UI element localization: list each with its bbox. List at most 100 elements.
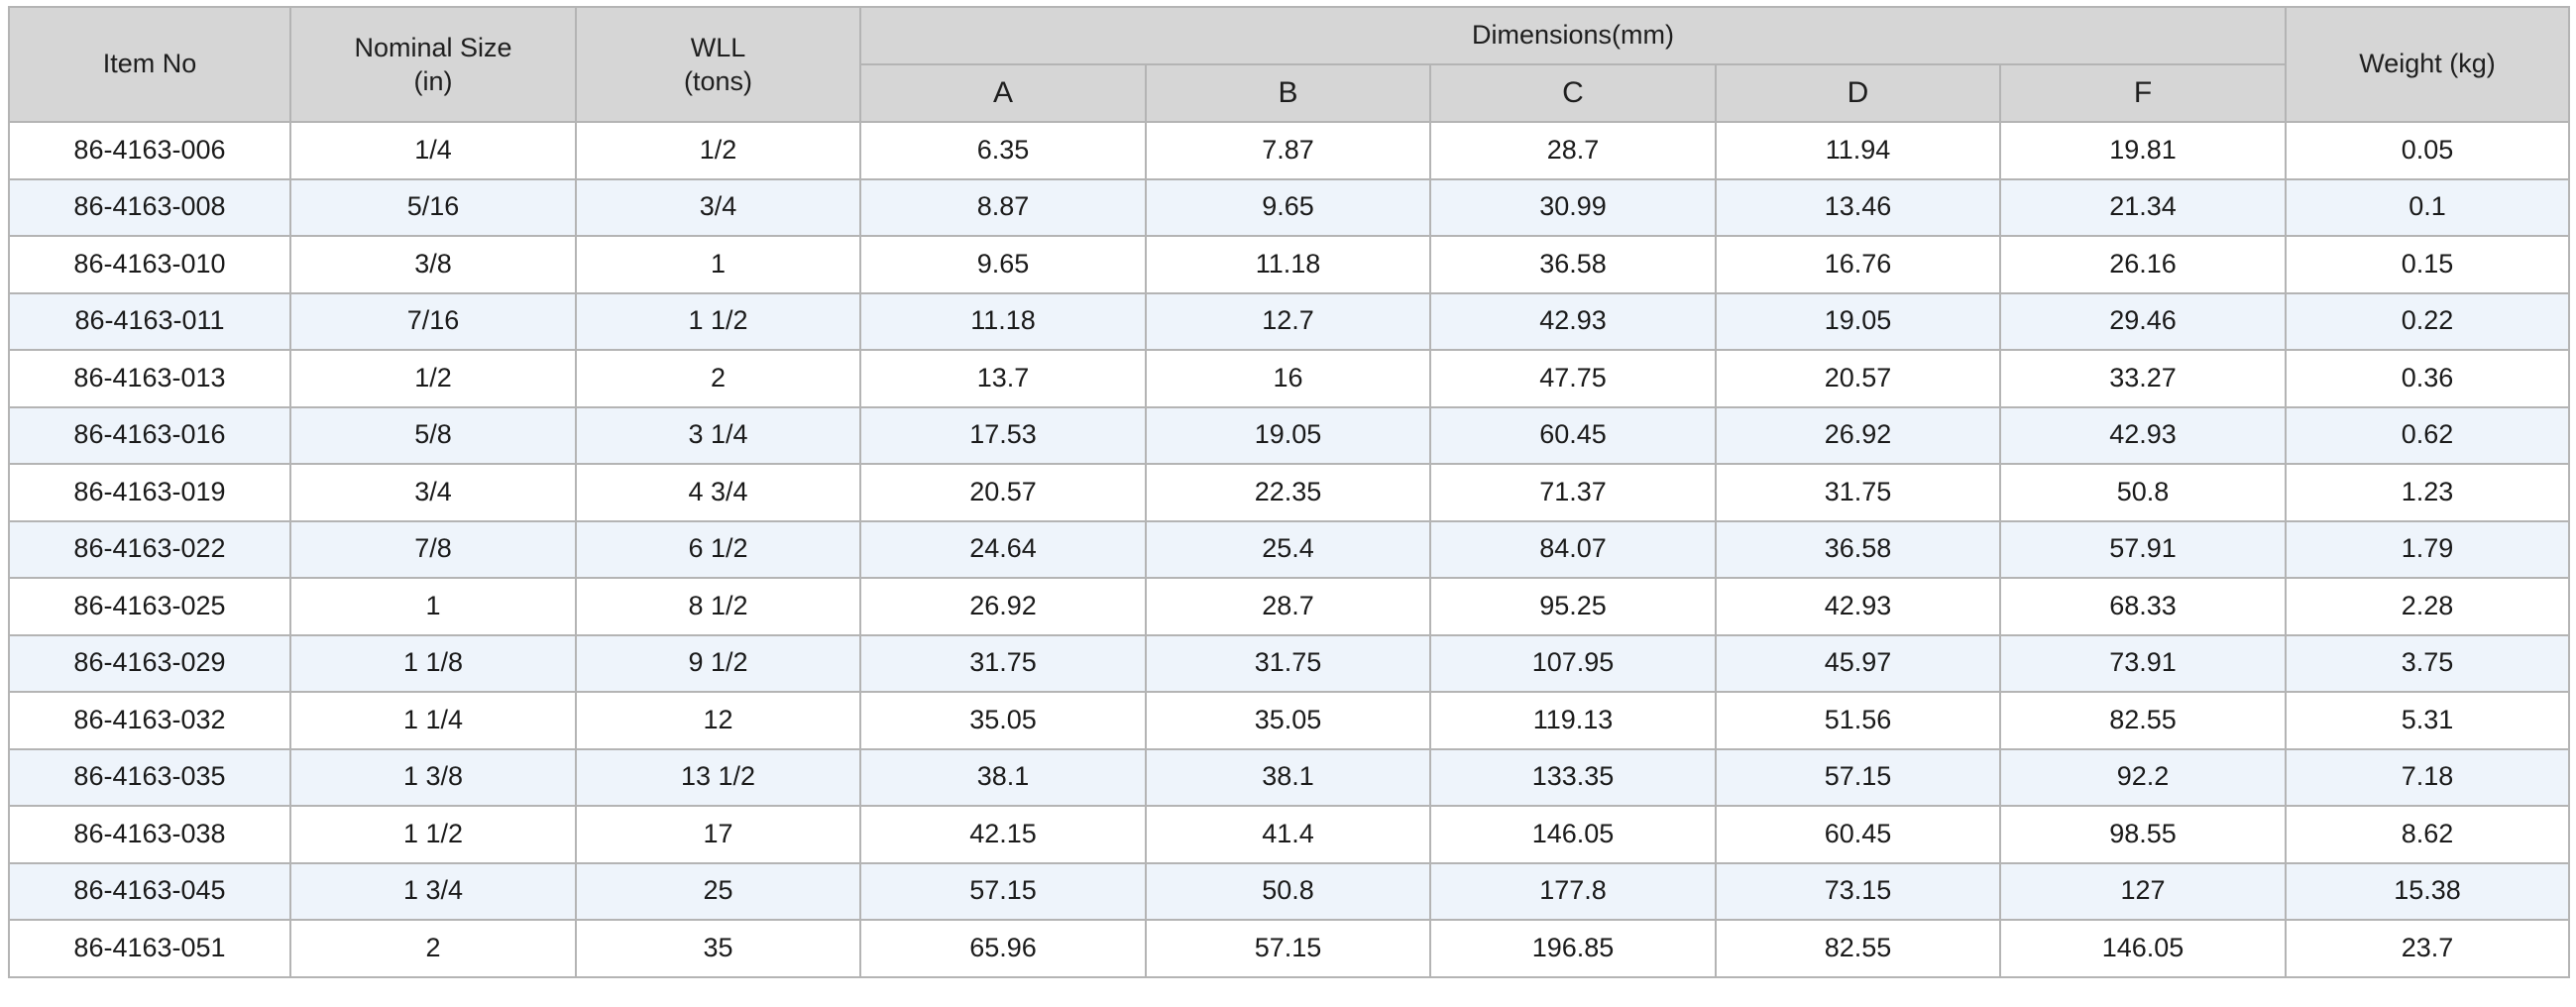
cell-dim-c: 42.93 <box>1429 291 1717 351</box>
header-wll-label: WLL <box>690 33 746 62</box>
header-dim-d: D <box>1715 63 2001 123</box>
cell-dim-c: 146.05 <box>1429 805 1717 864</box>
cell-nominal-size: 1 1/2 <box>289 805 577 864</box>
table-row: 86-4163-022 7/8 6 1/2 24.64 25.4 84.07 36.58 57… <box>8 519 2571 579</box>
cell-dim-b: 38.1 <box>1145 747 1431 807</box>
cell-nominal-size: 7/16 <box>289 291 577 351</box>
cell-wll: 25 <box>575 861 861 921</box>
cell-item-no: 86-4163-051 <box>8 919 291 978</box>
cell-item-no: 86-4163-019 <box>8 463 291 522</box>
cell-dim-c: 28.7 <box>1429 121 1717 180</box>
cell-item-no: 86-4163-006 <box>8 121 291 180</box>
cell-nominal-size: 1/4 <box>289 121 577 180</box>
cell-weight: 0.15 <box>2285 235 2571 294</box>
cell-dim-d: 13.46 <box>1715 177 2001 237</box>
cell-dim-c: 30.99 <box>1429 177 1717 237</box>
cell-dim-d: 26.92 <box>1715 405 2001 465</box>
cell-weight: 15.38 <box>2285 861 2571 921</box>
cell-wll: 9 1/2 <box>575 633 861 693</box>
cell-wll: 1 <box>575 235 861 294</box>
cell-dim-b: 19.05 <box>1145 405 1431 465</box>
cell-dim-c: 36.58 <box>1429 235 1717 294</box>
cell-dim-c: 119.13 <box>1429 691 1717 750</box>
header-nominal-size-unit: (in) <box>413 65 453 96</box>
table-row: 86-4163-013 1/2 2 13.7 16 47.75 20.57 33.27 0.36 <box>8 349 2571 408</box>
cell-dim-b: 11.18 <box>1145 235 1431 294</box>
cell-dim-d: 82.55 <box>1715 919 2001 978</box>
header-wll-unit: (tons) <box>683 65 753 96</box>
table-row: 86-4163-016 5/8 3 1/4 17.53 19.05 60.45 26.92 4… <box>8 405 2571 465</box>
cell-dim-b: 41.4 <box>1145 805 1431 864</box>
cell-weight: 0.62 <box>2285 405 2571 465</box>
cell-weight: 1.23 <box>2285 463 2571 522</box>
cell-dim-d: 60.45 <box>1715 805 2001 864</box>
cell-item-no: 86-4163-008 <box>8 177 291 237</box>
cell-wll: 13 1/2 <box>575 747 861 807</box>
cell-item-no: 86-4163-045 <box>8 861 291 921</box>
cell-dim-b: 31.75 <box>1145 633 1431 693</box>
cell-dim-d: 31.75 <box>1715 463 2001 522</box>
cell-wll: 1 1/2 <box>575 291 861 351</box>
table-row: 86-4163-045 1 3/4 25 57.15 50.8 177.8 73.15 127… <box>8 861 2571 921</box>
cell-dim-f: 19.81 <box>1998 121 2288 180</box>
cell-item-no: 86-4163-029 <box>8 633 291 693</box>
cell-dim-f: 42.93 <box>1998 405 2288 465</box>
cell-dim-c: 177.8 <box>1429 861 1717 921</box>
table-row: 86-4163-035 1 3/8 13 1/2 38.1 38.1 133.35 57.1… <box>8 747 2571 807</box>
cell-dim-a: 24.64 <box>859 519 1147 579</box>
cell-dim-a: 13.7 <box>859 349 1147 408</box>
cell-dim-f: 21.34 <box>1998 177 2288 237</box>
header-dim-f: F <box>1998 63 2288 123</box>
cell-nominal-size: 1 3/8 <box>289 747 577 807</box>
cell-dim-a: 42.15 <box>859 805 1147 864</box>
cell-dim-a: 35.05 <box>859 691 1147 750</box>
cell-item-no: 86-4163-032 <box>8 691 291 750</box>
cell-wll: 17 <box>575 805 861 864</box>
cell-dim-f: 73.91 <box>1998 633 2288 693</box>
cell-dim-a: 20.57 <box>859 463 1147 522</box>
cell-weight: 23.7 <box>2285 919 2571 978</box>
cell-dim-f: 146.05 <box>1998 919 2288 978</box>
cell-item-no: 86-4163-016 <box>8 405 291 465</box>
cell-dim-b: 22.35 <box>1145 463 1431 522</box>
specification-table: Item No Nominal Size (in) WLL (tons) Dim… <box>8 6 2571 978</box>
cell-dim-a: 17.53 <box>859 405 1147 465</box>
cell-dim-f: 29.46 <box>1998 291 2288 351</box>
table-row: 86-4163-008 5/16 3/4 8.87 9.65 30.99 13.46 21.3… <box>8 177 2571 237</box>
cell-wll: 1/2 <box>575 121 861 180</box>
cell-dim-f: 33.27 <box>1998 349 2288 408</box>
cell-dim-c: 47.75 <box>1429 349 1717 408</box>
cell-item-no: 86-4163-035 <box>8 747 291 807</box>
table-row: 86-4163-032 1 1/4 12 35.05 35.05 119.13 51.56 8… <box>8 691 2571 750</box>
cell-dim-a: 8.87 <box>859 177 1147 237</box>
header-item-no: Item No <box>8 6 291 123</box>
table-row: 86-4163-029 1 1/8 9 1/2 31.75 31.75 107.95 45.… <box>8 633 2571 693</box>
cell-nominal-size: 7/8 <box>289 519 577 579</box>
cell-dim-d: 45.97 <box>1715 633 2001 693</box>
cell-dim-c: 60.45 <box>1429 405 1717 465</box>
cell-dim-f: 82.55 <box>1998 691 2288 750</box>
cell-dim-d: 16.76 <box>1715 235 2001 294</box>
cell-dim-f: 50.8 <box>1998 463 2288 522</box>
cell-dim-d: 51.56 <box>1715 691 2001 750</box>
cell-dim-f: 68.33 <box>1998 577 2288 636</box>
cell-item-no: 86-4163-011 <box>8 291 291 351</box>
table-header: Item No Nominal Size (in) WLL (tons) Dim… <box>8 6 2571 123</box>
cell-dim-d: 57.15 <box>1715 747 2001 807</box>
header-weight: Weight (kg) <box>2285 6 2571 123</box>
cell-nominal-size: 1 1/4 <box>289 691 577 750</box>
cell-item-no: 86-4163-010 <box>8 235 291 294</box>
cell-wll: 3 1/4 <box>575 405 861 465</box>
cell-dim-b: 57.15 <box>1145 919 1431 978</box>
cell-dim-a: 38.1 <box>859 747 1147 807</box>
cell-dim-c: 84.07 <box>1429 519 1717 579</box>
cell-dim-d: 42.93 <box>1715 577 2001 636</box>
header-nominal-size-label: Nominal Size <box>354 33 512 62</box>
header-dim-b: B <box>1145 63 1431 123</box>
cell-weight: 7.18 <box>2285 747 2571 807</box>
cell-weight: 0.22 <box>2285 291 2571 351</box>
cell-wll: 2 <box>575 349 861 408</box>
cell-dim-d: 73.15 <box>1715 861 2001 921</box>
cell-nominal-size: 2 <box>289 919 577 978</box>
cell-item-no: 86-4163-013 <box>8 349 291 408</box>
